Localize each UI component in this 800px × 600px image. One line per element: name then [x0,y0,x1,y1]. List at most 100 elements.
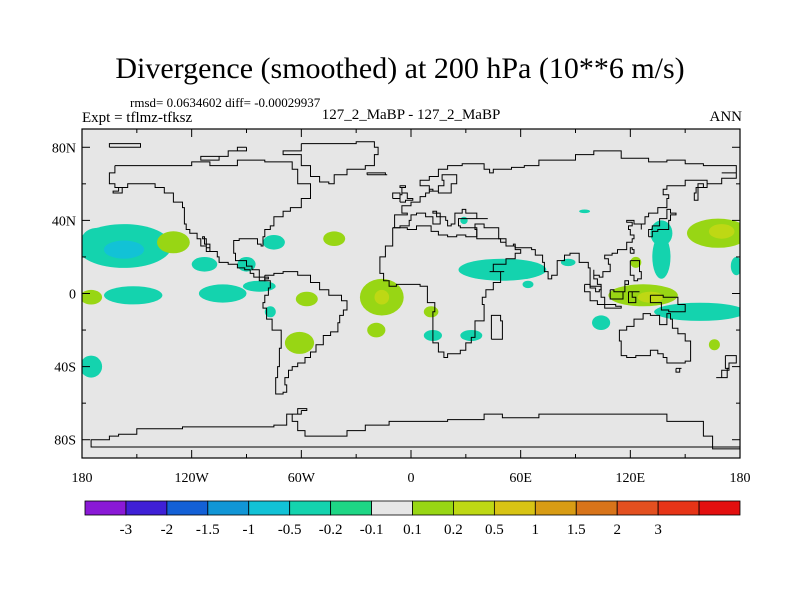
field-blob-18 [367,322,386,338]
field-blob-12 [295,291,318,307]
stats-line: rmsd= 0.0634602 diff= -0.00029937 [130,95,321,110]
colorbar-box-4 [248,500,291,516]
colorbar-box-14 [657,500,700,516]
field-blob-24 [522,280,534,289]
field-blob-6 [262,235,285,250]
colorbar-label-9: 0.5 [485,522,504,538]
colorbar-box-1 [125,500,168,516]
field-blob-37 [460,216,468,225]
coastline-20 [675,367,682,373]
field-contours [82,209,740,378]
colorbar-box-2 [166,500,209,516]
x-tick-label-6: 180 [730,471,751,486]
x-tick-label-2: 60W [288,471,316,486]
field-blob-33 [708,224,735,239]
coastline-18 [649,294,686,313]
experiment-label: Expt = tflmz-tfksz [82,110,193,126]
colorbar-label-13: 3 [654,522,662,538]
field-blob-29 [592,315,611,331]
coastline-9 [399,185,414,203]
colorbar-label-2: -1.5 [196,522,220,538]
colorbar-label-8: 0.2 [444,522,463,538]
field-blob-25 [560,258,576,267]
colorbar-box-13 [616,500,659,516]
x-axis: 180 120W 60W 0 60E 120E 180 [72,129,751,486]
colorbar-label-1: -2 [161,522,174,538]
x-tick-label-0: 180 [72,471,93,486]
field-blob-19 [423,306,439,318]
colorbar-box-5 [289,500,332,516]
coastline-19 [618,313,692,364]
coastline-11 [648,208,677,238]
field-blob-34 [730,257,740,276]
coastline-0 [108,143,141,148]
field-blob-9 [242,280,276,292]
x-tick-label-1: 120W [175,471,210,486]
field-blob-10 [104,286,163,305]
coastline-2 [200,146,247,161]
colorbar-label-0: -3 [120,522,133,538]
coastline-4 [366,172,388,176]
colorbar-box-12 [575,500,618,516]
field-blob-17 [374,289,390,305]
coastline-21 [724,355,737,369]
coastlines [90,141,740,450]
chart-title: Divergence (smoothed) at 200 hPa (10**6 … [115,52,685,85]
coastline-22 [716,367,730,379]
field-blob-22 [458,258,547,281]
field-blob-31 [650,220,673,246]
coastline-10 [392,192,401,199]
field-blob-23 [518,267,534,279]
field-blob-36 [708,339,720,351]
field-blob-4 [191,257,218,272]
colorbar-box-3 [207,500,250,516]
colorbar: -3 -2 -1.5 -1 -0.5 -0.2 -0.1 0.1 0.2 0.5 1 1.5 2 3 [84,500,741,538]
colorbar-box-7 [371,500,413,516]
coastline-7 [490,314,503,340]
coastline-12 [629,247,635,254]
field-blob-14 [82,355,103,378]
coastline-3 [282,141,379,185]
colorbar-box-6 [330,500,372,516]
y-tick-label-0: 80N [52,141,76,156]
y-axis: 80N 40N 0 40S 80S [52,141,740,449]
colorbar-label-6: -0.1 [360,522,384,538]
colorbar-box-15 [698,500,741,516]
colorbar-label-12: 2 [613,522,621,538]
x-tick-label-3: 0 [408,471,415,486]
field-blob-21 [460,330,483,341]
field-blob-15 [284,331,315,354]
colorbar-label-10: 1 [532,522,540,538]
x-tick-label-4: 60E [509,471,532,486]
field-blob-8 [198,284,247,303]
colorbar-label-5: -0.2 [319,522,343,538]
coastline-13 [629,260,642,282]
colorbar-box-9 [453,500,495,516]
y-tick-label-2: 0 [69,288,76,303]
colorbar-label-7: 0.1 [403,522,422,538]
cases-label: 127_2_MaBP - 127_2_MaBP [321,107,501,123]
field-blob-28 [654,302,740,321]
y-tick-label-4: 80S [54,434,76,449]
field-blob-30 [652,235,671,279]
coastline-8 [392,150,737,293]
field-blob-2 [103,240,145,259]
field-blob-13 [264,306,276,318]
x-tick-label-5: 120E [616,471,646,486]
field-blob-3 [157,231,190,254]
coastline-23 [90,408,740,450]
coastline-5 [262,271,348,395]
field-blob-11 [82,289,103,305]
colorbar-box-10 [493,500,536,516]
y-tick-label-1: 40N [52,214,76,229]
colorbar-label-11: 1.5 [567,522,586,538]
field-blob-35 [630,256,642,268]
y-tick-label-3: 40S [54,361,76,376]
colorbar-box-8 [412,500,454,516]
field-blob-7 [323,231,346,246]
colorbar-box-0 [84,500,127,516]
colorbar-box-11 [534,500,577,516]
coastline-6 [379,223,522,358]
coastline-15 [604,304,622,309]
